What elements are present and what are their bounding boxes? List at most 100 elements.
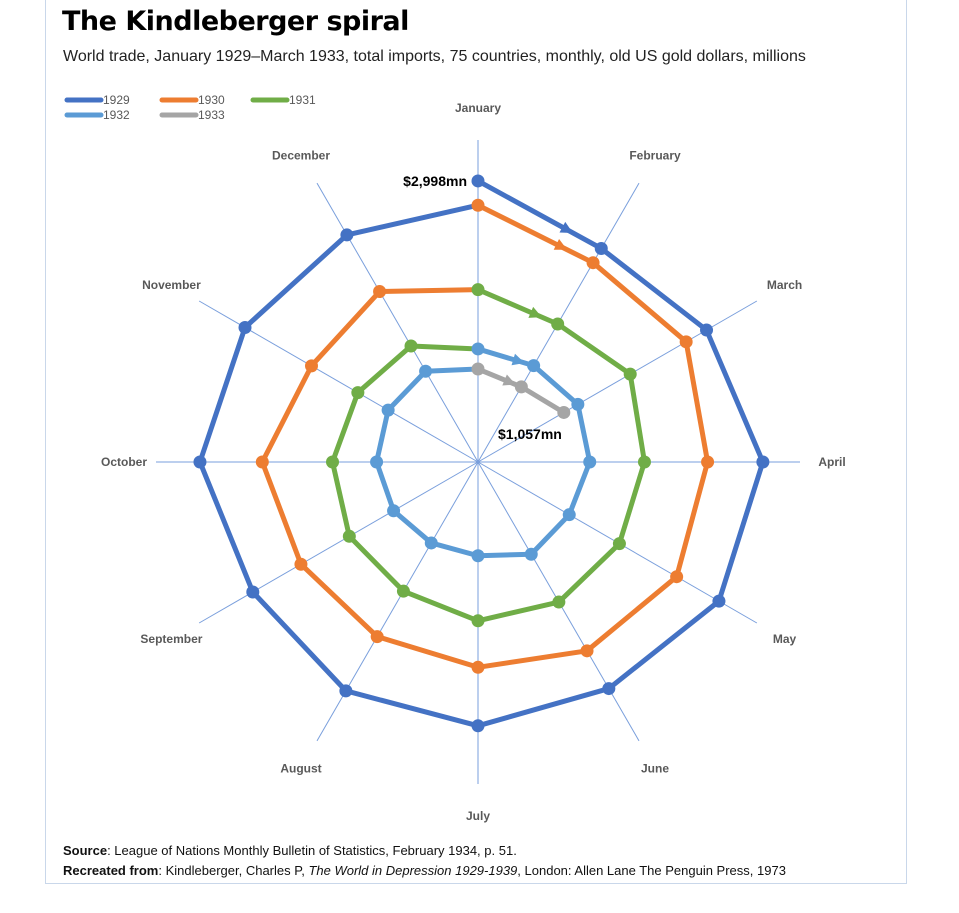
axis-label-july: July <box>466 809 490 823</box>
direction-arrow-icon <box>553 239 568 250</box>
data-point-1931-december <box>404 339 418 353</box>
recreated-text-end: , London: Allen Lane The Penguin Press, … <box>517 863 786 878</box>
annotation-max: $2,998mn <box>403 173 467 189</box>
data-point-1932-june <box>524 547 538 561</box>
axis-label-august: August <box>280 762 321 776</box>
data-point-1929-august <box>339 684 353 698</box>
axis-label-september: September <box>140 632 202 646</box>
source-note: Source: League of Nations Monthly Bullet… <box>63 841 786 881</box>
data-point-1930-june <box>580 644 594 658</box>
data-point-1931-march <box>623 367 637 381</box>
direction-arrow-icon <box>528 306 542 318</box>
axis-label-january: January <box>455 101 501 115</box>
data-point-1931-september <box>342 529 356 543</box>
axis-line-september <box>198 461 479 624</box>
legend-label: 1930 <box>198 93 225 107</box>
axes: January February March April May June July Augu… <box>101 101 846 823</box>
data-point-1932-december <box>419 364 433 378</box>
data-point-1930-october <box>255 455 269 469</box>
data-point-1932-february <box>527 359 541 373</box>
data-point-1932-may <box>562 508 576 522</box>
data-point-1931-november <box>351 386 365 400</box>
data-point-1929-july <box>471 719 485 733</box>
axis-label-march: March <box>767 278 802 292</box>
series-lines <box>193 174 770 733</box>
series-1930 <box>255 198 715 674</box>
data-point-1929-june <box>602 682 616 696</box>
direction-arrow-icon <box>502 374 516 386</box>
source-label: Source <box>63 843 108 858</box>
data-point-1929-april <box>756 455 770 469</box>
legend-item-1929: 1929 <box>64 93 130 107</box>
data-point-1932-september <box>387 504 401 518</box>
data-point-1929-may <box>712 594 726 608</box>
direction-arrow-icon <box>511 353 525 366</box>
data-point-1933-february <box>514 380 528 394</box>
data-point-1930-november <box>304 359 318 373</box>
book-title: The World in Depression 1929-1939 <box>308 863 518 878</box>
legend-item-1931: 1931 <box>250 93 316 107</box>
direction-arrow-icon <box>559 221 573 233</box>
data-point-1929-october <box>193 455 207 469</box>
axis-label-october: October <box>101 455 147 469</box>
legend-label: 1931 <box>289 93 316 107</box>
legend-item-1933: 1933 <box>159 108 225 122</box>
chart-frame <box>45 0 907 884</box>
legend-label: 1933 <box>198 108 225 122</box>
data-point-1929-september <box>246 585 260 599</box>
data-point-1930-september <box>294 557 308 571</box>
series-1931 <box>326 283 651 628</box>
data-point-1929-march <box>700 323 714 337</box>
data-point-1930-february <box>586 256 600 270</box>
data-point-1931-january <box>471 283 485 297</box>
series-1933 <box>471 362 571 419</box>
data-point-1929-february <box>594 241 608 255</box>
data-point-1932-january <box>471 342 485 356</box>
data-point-1931-july <box>471 614 485 628</box>
data-point-1930-december <box>373 285 387 299</box>
data-point-1930-april <box>701 455 715 469</box>
axis-label-april: April <box>818 455 845 469</box>
annotations: $2,998mn $1,057mn <box>403 173 562 442</box>
series-line-1929 <box>197 178 766 729</box>
data-point-1933-march <box>557 405 571 419</box>
data-point-1929-january <box>471 174 485 188</box>
data-point-1932-march <box>571 397 585 411</box>
data-point-1930-august <box>370 630 384 644</box>
data-point-1930-january <box>471 198 485 212</box>
data-point-1931-august <box>396 584 410 598</box>
data-point-1932-october <box>370 455 384 469</box>
axis-label-february: February <box>629 148 681 162</box>
data-point-1932-july <box>471 549 485 563</box>
data-point-1930-may <box>670 570 684 584</box>
legend-label: 1932 <box>103 108 130 122</box>
data-point-1929-november <box>238 320 252 334</box>
source-text: : League of Nations Monthly Bulletin of … <box>107 843 517 858</box>
axis-label-may: May <box>773 632 797 646</box>
data-point-1931-february <box>551 317 565 331</box>
data-point-1931-may <box>612 537 626 551</box>
data-point-1932-august <box>424 536 438 550</box>
axis-label-december: December <box>272 148 330 162</box>
recreated-label: Recreated from <box>63 863 159 878</box>
data-point-1930-march <box>679 335 693 349</box>
axis-label-november: November <box>142 278 201 292</box>
data-point-1931-october <box>326 455 340 469</box>
chart-title: The Kindleberger spiral <box>62 6 409 37</box>
data-point-1930-july <box>471 660 485 674</box>
data-point-1929-december <box>340 228 354 242</box>
annotation-min: $1,057mn <box>498 426 562 442</box>
series-1932 <box>370 342 597 563</box>
recreated-text: : Kindleberger, Charles P, <box>158 863 309 878</box>
data-point-1933-january <box>471 362 485 376</box>
legend: 1929 1930 1931 1932 1933 <box>64 93 316 122</box>
data-point-1931-april <box>637 455 651 469</box>
legend-item-1932: 1932 <box>64 108 130 122</box>
axis-label-june: June <box>641 762 669 776</box>
legend-item-1930: 1930 <box>159 93 225 107</box>
legend-label: 1929 <box>103 93 130 107</box>
series-1929 <box>193 174 770 733</box>
data-point-1932-april <box>583 455 597 469</box>
data-point-1931-june <box>552 595 566 609</box>
